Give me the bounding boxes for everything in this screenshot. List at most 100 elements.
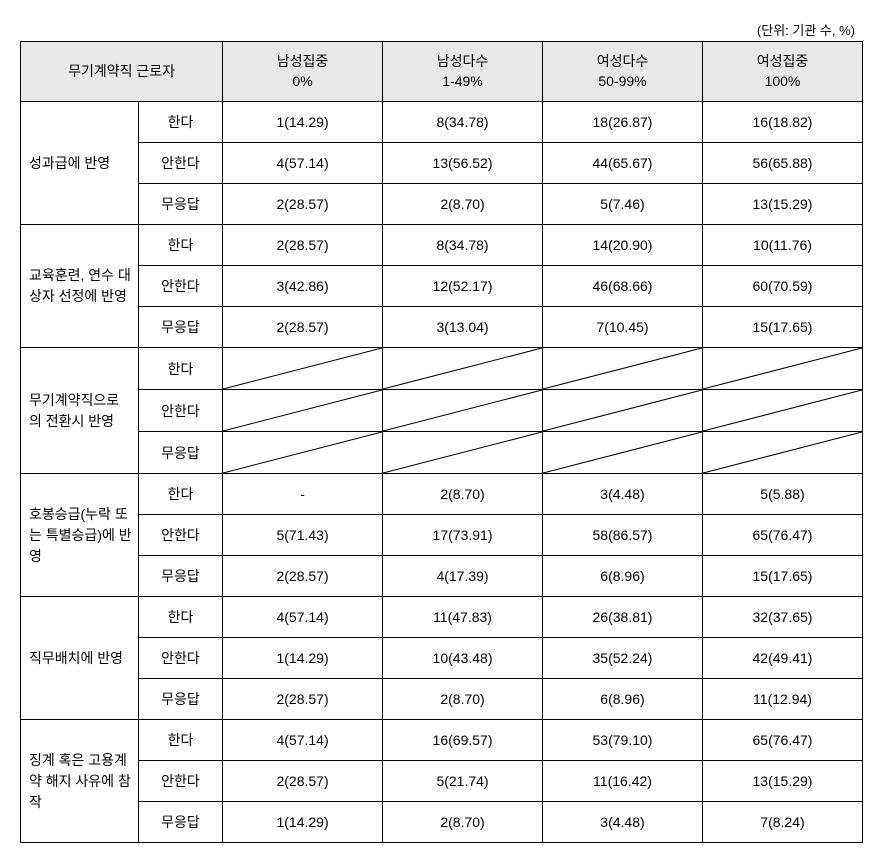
data-cell: 15(17.65) xyxy=(702,307,862,348)
data-cell: 4(57.14) xyxy=(223,720,383,761)
data-cell: 16(69.57) xyxy=(383,720,543,761)
sub-label: 한다 xyxy=(138,597,222,638)
data-cell: 10(43.48) xyxy=(383,638,543,679)
data-cell: 42(49.41) xyxy=(702,638,862,679)
data-cell xyxy=(543,432,703,474)
data-cell: 2(28.57) xyxy=(223,307,383,348)
data-cell: 18(26.87) xyxy=(543,102,703,143)
data-cell: 56(65.88) xyxy=(702,143,862,184)
table-header: 무기계약직 근로자 남성집중 0% 남성다수 1-49% 여성다수 50-99%… xyxy=(21,42,863,102)
data-cell: 2(28.57) xyxy=(223,761,383,802)
data-cell: 11(12.94) xyxy=(702,679,862,720)
data-cell: 1(14.29) xyxy=(223,638,383,679)
header-col-3: 여성집중 100% xyxy=(702,42,862,102)
group-label: 호봉승급(누락 또는 특별승급)에 반영 xyxy=(21,474,139,597)
table-row: 성과급에 반영한다1(14.29)8(34.78)18(26.87)16(18.… xyxy=(21,102,863,143)
sub-label: 안한다 xyxy=(138,390,222,432)
table-row: 무응답 xyxy=(21,432,863,474)
data-cell: 13(15.29) xyxy=(702,184,862,225)
data-cell: 2(28.57) xyxy=(223,225,383,266)
table-row: 무응답2(28.57)3(13.04)7(10.45)15(17.65) xyxy=(21,307,863,348)
data-cell: 35(52.24) xyxy=(543,638,703,679)
data-cell: 17(73.91) xyxy=(383,515,543,556)
data-cell: 5(71.43) xyxy=(223,515,383,556)
data-cell xyxy=(702,348,862,390)
data-cell xyxy=(223,348,383,390)
header-main: 무기계약직 근로자 xyxy=(21,42,223,102)
data-cell xyxy=(383,390,543,432)
table-row: 무응답2(28.57)2(8.70)5(7.46)13(15.29) xyxy=(21,184,863,225)
sub-label: 한다 xyxy=(138,474,222,515)
group-label: 교육훈련, 연수 대상자 선정에 반영 xyxy=(21,225,139,348)
sub-label: 안한다 xyxy=(138,638,222,679)
group-label: 성과급에 반영 xyxy=(21,102,139,225)
data-cell: 32(37.65) xyxy=(702,597,862,638)
data-table: 무기계약직 근로자 남성집중 0% 남성다수 1-49% 여성다수 50-99%… xyxy=(20,41,863,843)
data-cell: 3(42.86) xyxy=(223,266,383,307)
group-label: 징계 혹은 고용계약 해지 사유에 참작 xyxy=(21,720,139,843)
data-cell: 5(7.46) xyxy=(543,184,703,225)
table-row: 안한다2(28.57)5(21.74)11(16.42)13(15.29) xyxy=(21,761,863,802)
data-cell: 16(18.82) xyxy=(702,102,862,143)
data-cell: 2(28.57) xyxy=(223,679,383,720)
data-cell: 53(79.10) xyxy=(543,720,703,761)
data-cell: 12(52.17) xyxy=(383,266,543,307)
data-cell: 3(4.48) xyxy=(543,802,703,843)
group-label: 무기계약직으로의 전환시 반영 xyxy=(21,348,139,474)
data-cell: 14(20.90) xyxy=(543,225,703,266)
table-row: 무응답1(14.29)2(8.70)3(4.48)7(8.24) xyxy=(21,802,863,843)
data-cell: 6(8.96) xyxy=(543,679,703,720)
data-cell xyxy=(383,432,543,474)
data-cell: 11(47.83) xyxy=(383,597,543,638)
data-cell: 13(56.52) xyxy=(383,143,543,184)
sub-label: 한다 xyxy=(138,348,222,390)
data-cell xyxy=(223,432,383,474)
data-cell: 3(4.48) xyxy=(543,474,703,515)
sub-label: 무응답 xyxy=(138,679,222,720)
table-row: 무응답2(28.57)2(8.70)6(8.96)11(12.94) xyxy=(21,679,863,720)
sub-label: 한다 xyxy=(138,102,222,143)
table-row: 안한다5(71.43)17(73.91)58(86.57)65(76.47) xyxy=(21,515,863,556)
data-cell: 15(17.65) xyxy=(702,556,862,597)
data-cell xyxy=(702,432,862,474)
data-cell: 4(57.14) xyxy=(223,597,383,638)
data-cell: 2(8.70) xyxy=(383,802,543,843)
data-cell: 5(21.74) xyxy=(383,761,543,802)
data-cell xyxy=(702,390,862,432)
unit-label: (단위: 기관 수, %) xyxy=(20,20,863,39)
data-cell: 4(57.14) xyxy=(223,143,383,184)
table-row: 직무배치에 반영한다4(57.14)11(47.83)26(38.81)32(3… xyxy=(21,597,863,638)
table-row: 안한다3(42.86)12(52.17)46(68.66)60(70.59) xyxy=(21,266,863,307)
sub-label: 안한다 xyxy=(138,515,222,556)
data-cell xyxy=(223,390,383,432)
sub-label: 무응답 xyxy=(138,184,222,225)
data-cell: 46(68.66) xyxy=(543,266,703,307)
data-cell: 7(8.24) xyxy=(702,802,862,843)
sub-label: 한다 xyxy=(138,720,222,761)
table-row: 안한다1(14.29)10(43.48)35(52.24)42(49.41) xyxy=(21,638,863,679)
sub-label: 한다 xyxy=(138,225,222,266)
table-row: 무응답2(28.57)4(17.39)6(8.96)15(17.65) xyxy=(21,556,863,597)
data-cell: 60(70.59) xyxy=(702,266,862,307)
sub-label: 무응답 xyxy=(138,556,222,597)
table-row: 교육훈련, 연수 대상자 선정에 반영한다2(28.57)8(34.78)14(… xyxy=(21,225,863,266)
sub-label: 무응답 xyxy=(138,432,222,474)
data-cell xyxy=(543,348,703,390)
table-row: 안한다4(57.14)13(56.52)44(65.67)56(65.88) xyxy=(21,143,863,184)
table-row: 무기계약직으로의 전환시 반영한다 xyxy=(21,348,863,390)
data-cell: 26(38.81) xyxy=(543,597,703,638)
table-row: 징계 혹은 고용계약 해지 사유에 참작한다4(57.14)16(69.57)5… xyxy=(21,720,863,761)
data-cell: 1(14.29) xyxy=(223,802,383,843)
data-cell: 44(65.67) xyxy=(543,143,703,184)
data-cell: 8(34.78) xyxy=(383,225,543,266)
data-cell: 3(13.04) xyxy=(383,307,543,348)
sub-label: 안한다 xyxy=(138,761,222,802)
table-body: 성과급에 반영한다1(14.29)8(34.78)18(26.87)16(18.… xyxy=(21,102,863,843)
data-cell: 2(8.70) xyxy=(383,474,543,515)
data-cell xyxy=(543,390,703,432)
data-cell: 13(15.29) xyxy=(702,761,862,802)
header-col-1: 남성다수 1-49% xyxy=(383,42,543,102)
data-cell: 2(8.70) xyxy=(383,184,543,225)
header-col-0: 남성집중 0% xyxy=(223,42,383,102)
data-cell: 11(16.42) xyxy=(543,761,703,802)
